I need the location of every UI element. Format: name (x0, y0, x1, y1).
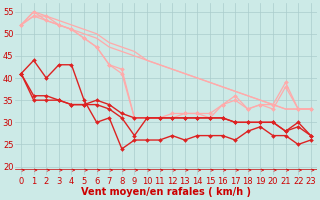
X-axis label: Vent moyen/en rafales ( km/h ): Vent moyen/en rafales ( km/h ) (81, 187, 251, 197)
